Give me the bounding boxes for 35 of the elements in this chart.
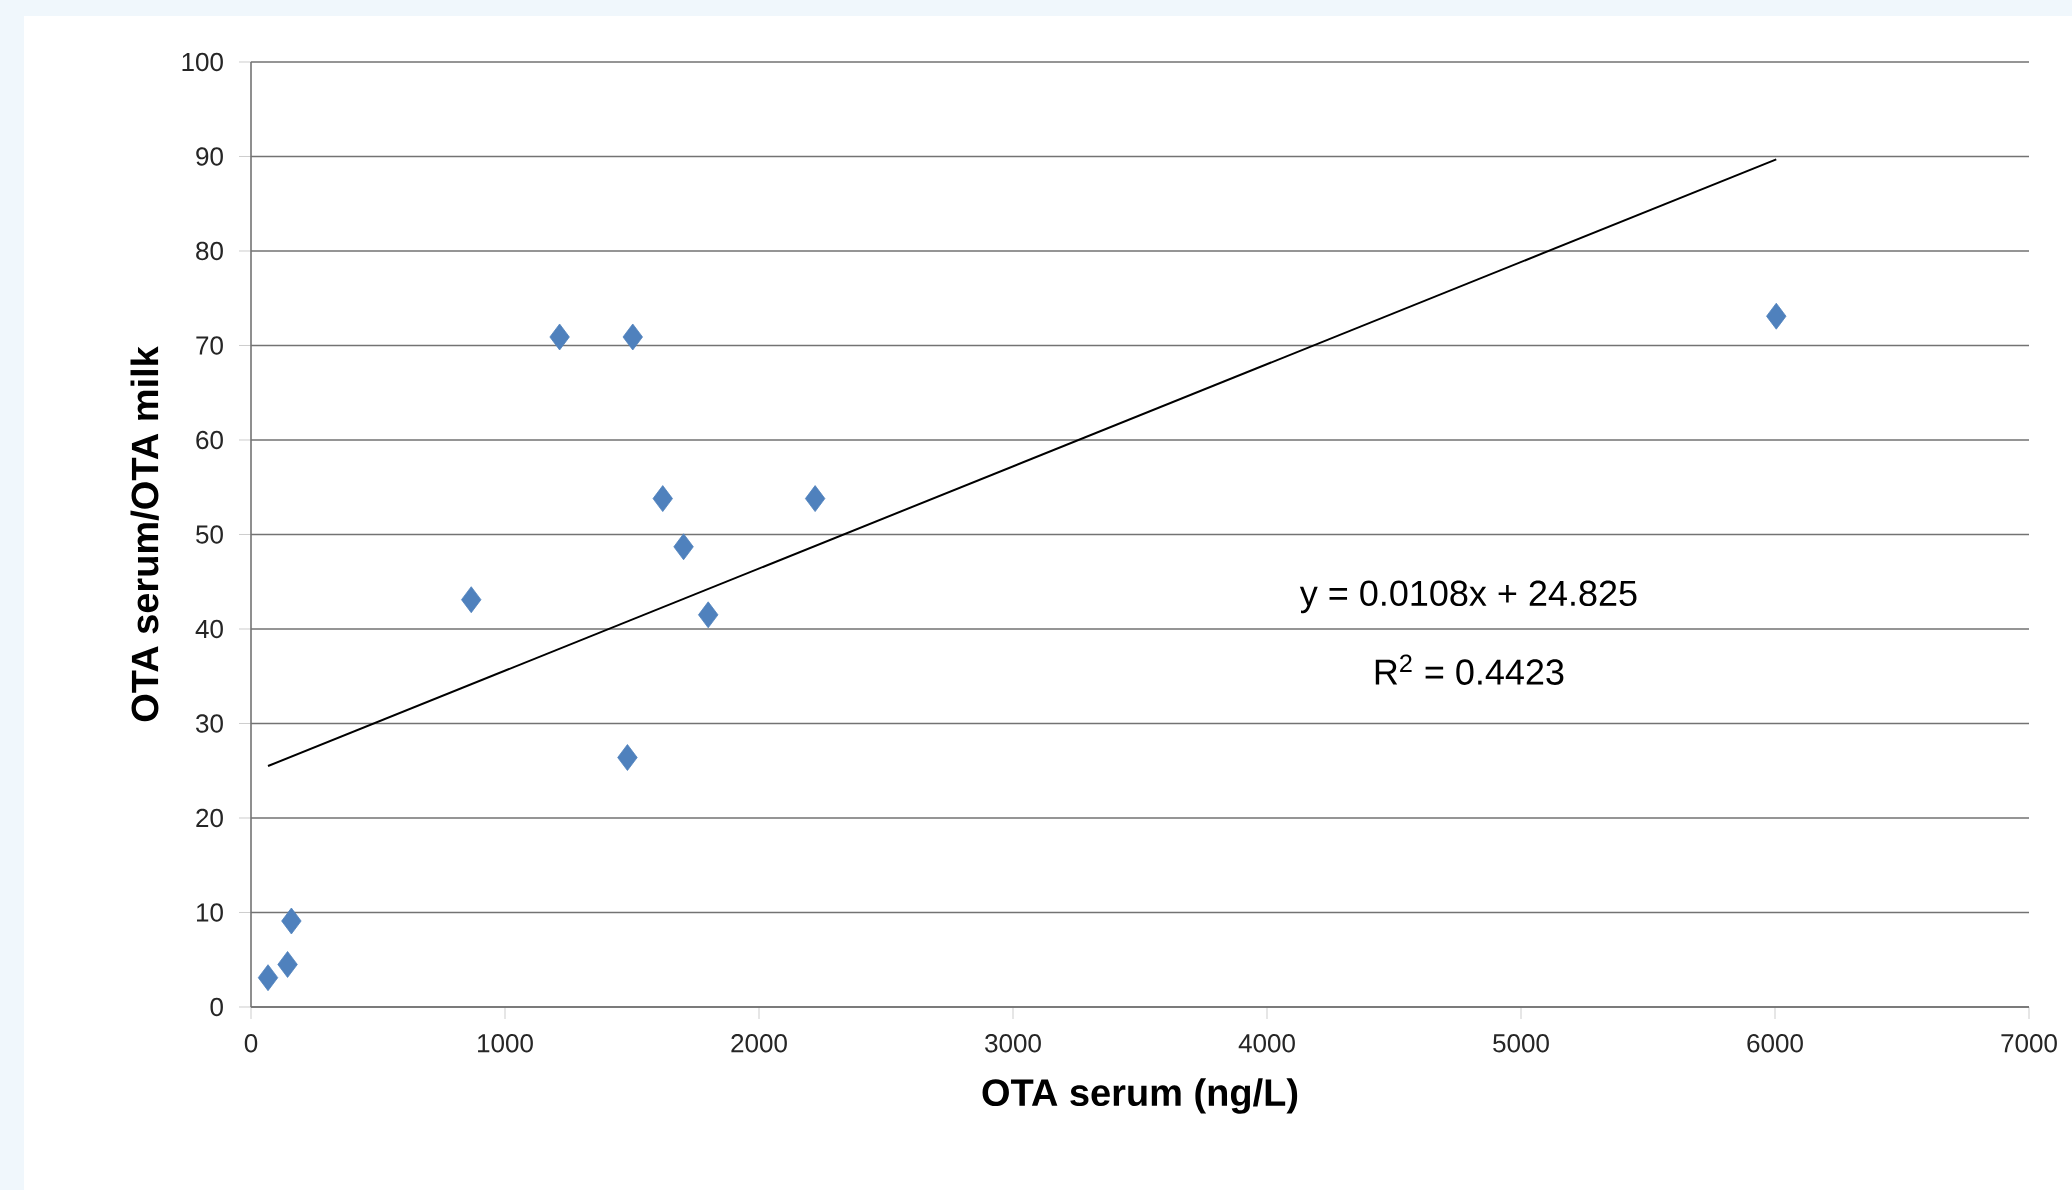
point [622, 323, 643, 351]
point [277, 951, 298, 978]
y-tick-label: 0 [210, 997, 223, 1017]
point [461, 586, 482, 614]
point [281, 907, 302, 935]
point [804, 485, 826, 512]
point [652, 485, 673, 512]
y-tick-label: 20 [196, 808, 223, 828]
y-tick-label: 90 [196, 147, 223, 166]
x-tick-label: 5000 [1493, 1034, 1549, 1053]
x-tick-label: 4000 [1238, 1034, 1295, 1053]
y-tick-label: 70 [196, 336, 223, 355]
point [1766, 302, 1787, 330]
x-axis-title: OTA serum (ng/L) [982, 1078, 1298, 1114]
annotation: R$^{2}$ = 0.4423 [1375, 654, 1564, 685]
x-tick-label: 3000 [985, 1034, 1041, 1053]
x-tick-label: 6000 [1747, 1034, 1803, 1053]
y-tick-label: 50 [196, 525, 223, 544]
y-tick-label: 60 [196, 430, 223, 450]
point [698, 601, 719, 629]
y-tick-label: 30 [196, 714, 223, 733]
annotation: y = 0.0108x + 24.825 [1299, 580, 1637, 614]
x-tick-label: 2000 [731, 1034, 787, 1053]
y-tick-label: 80 [196, 241, 223, 261]
point [673, 533, 694, 561]
y-axis-title: OTA serum/OTA milk [130, 346, 159, 722]
point [549, 323, 570, 351]
point [617, 744, 638, 771]
y-tick-label: 40 [195, 619, 223, 639]
y-tick-label: 10 [196, 903, 223, 922]
x-tick-label: 0 [244, 1034, 258, 1053]
x-tick-label: 7000 [2001, 1034, 2057, 1053]
y-tick-label: 100 [182, 52, 223, 72]
point [257, 964, 279, 992]
x-tick-label: 1000 [478, 1034, 533, 1053]
